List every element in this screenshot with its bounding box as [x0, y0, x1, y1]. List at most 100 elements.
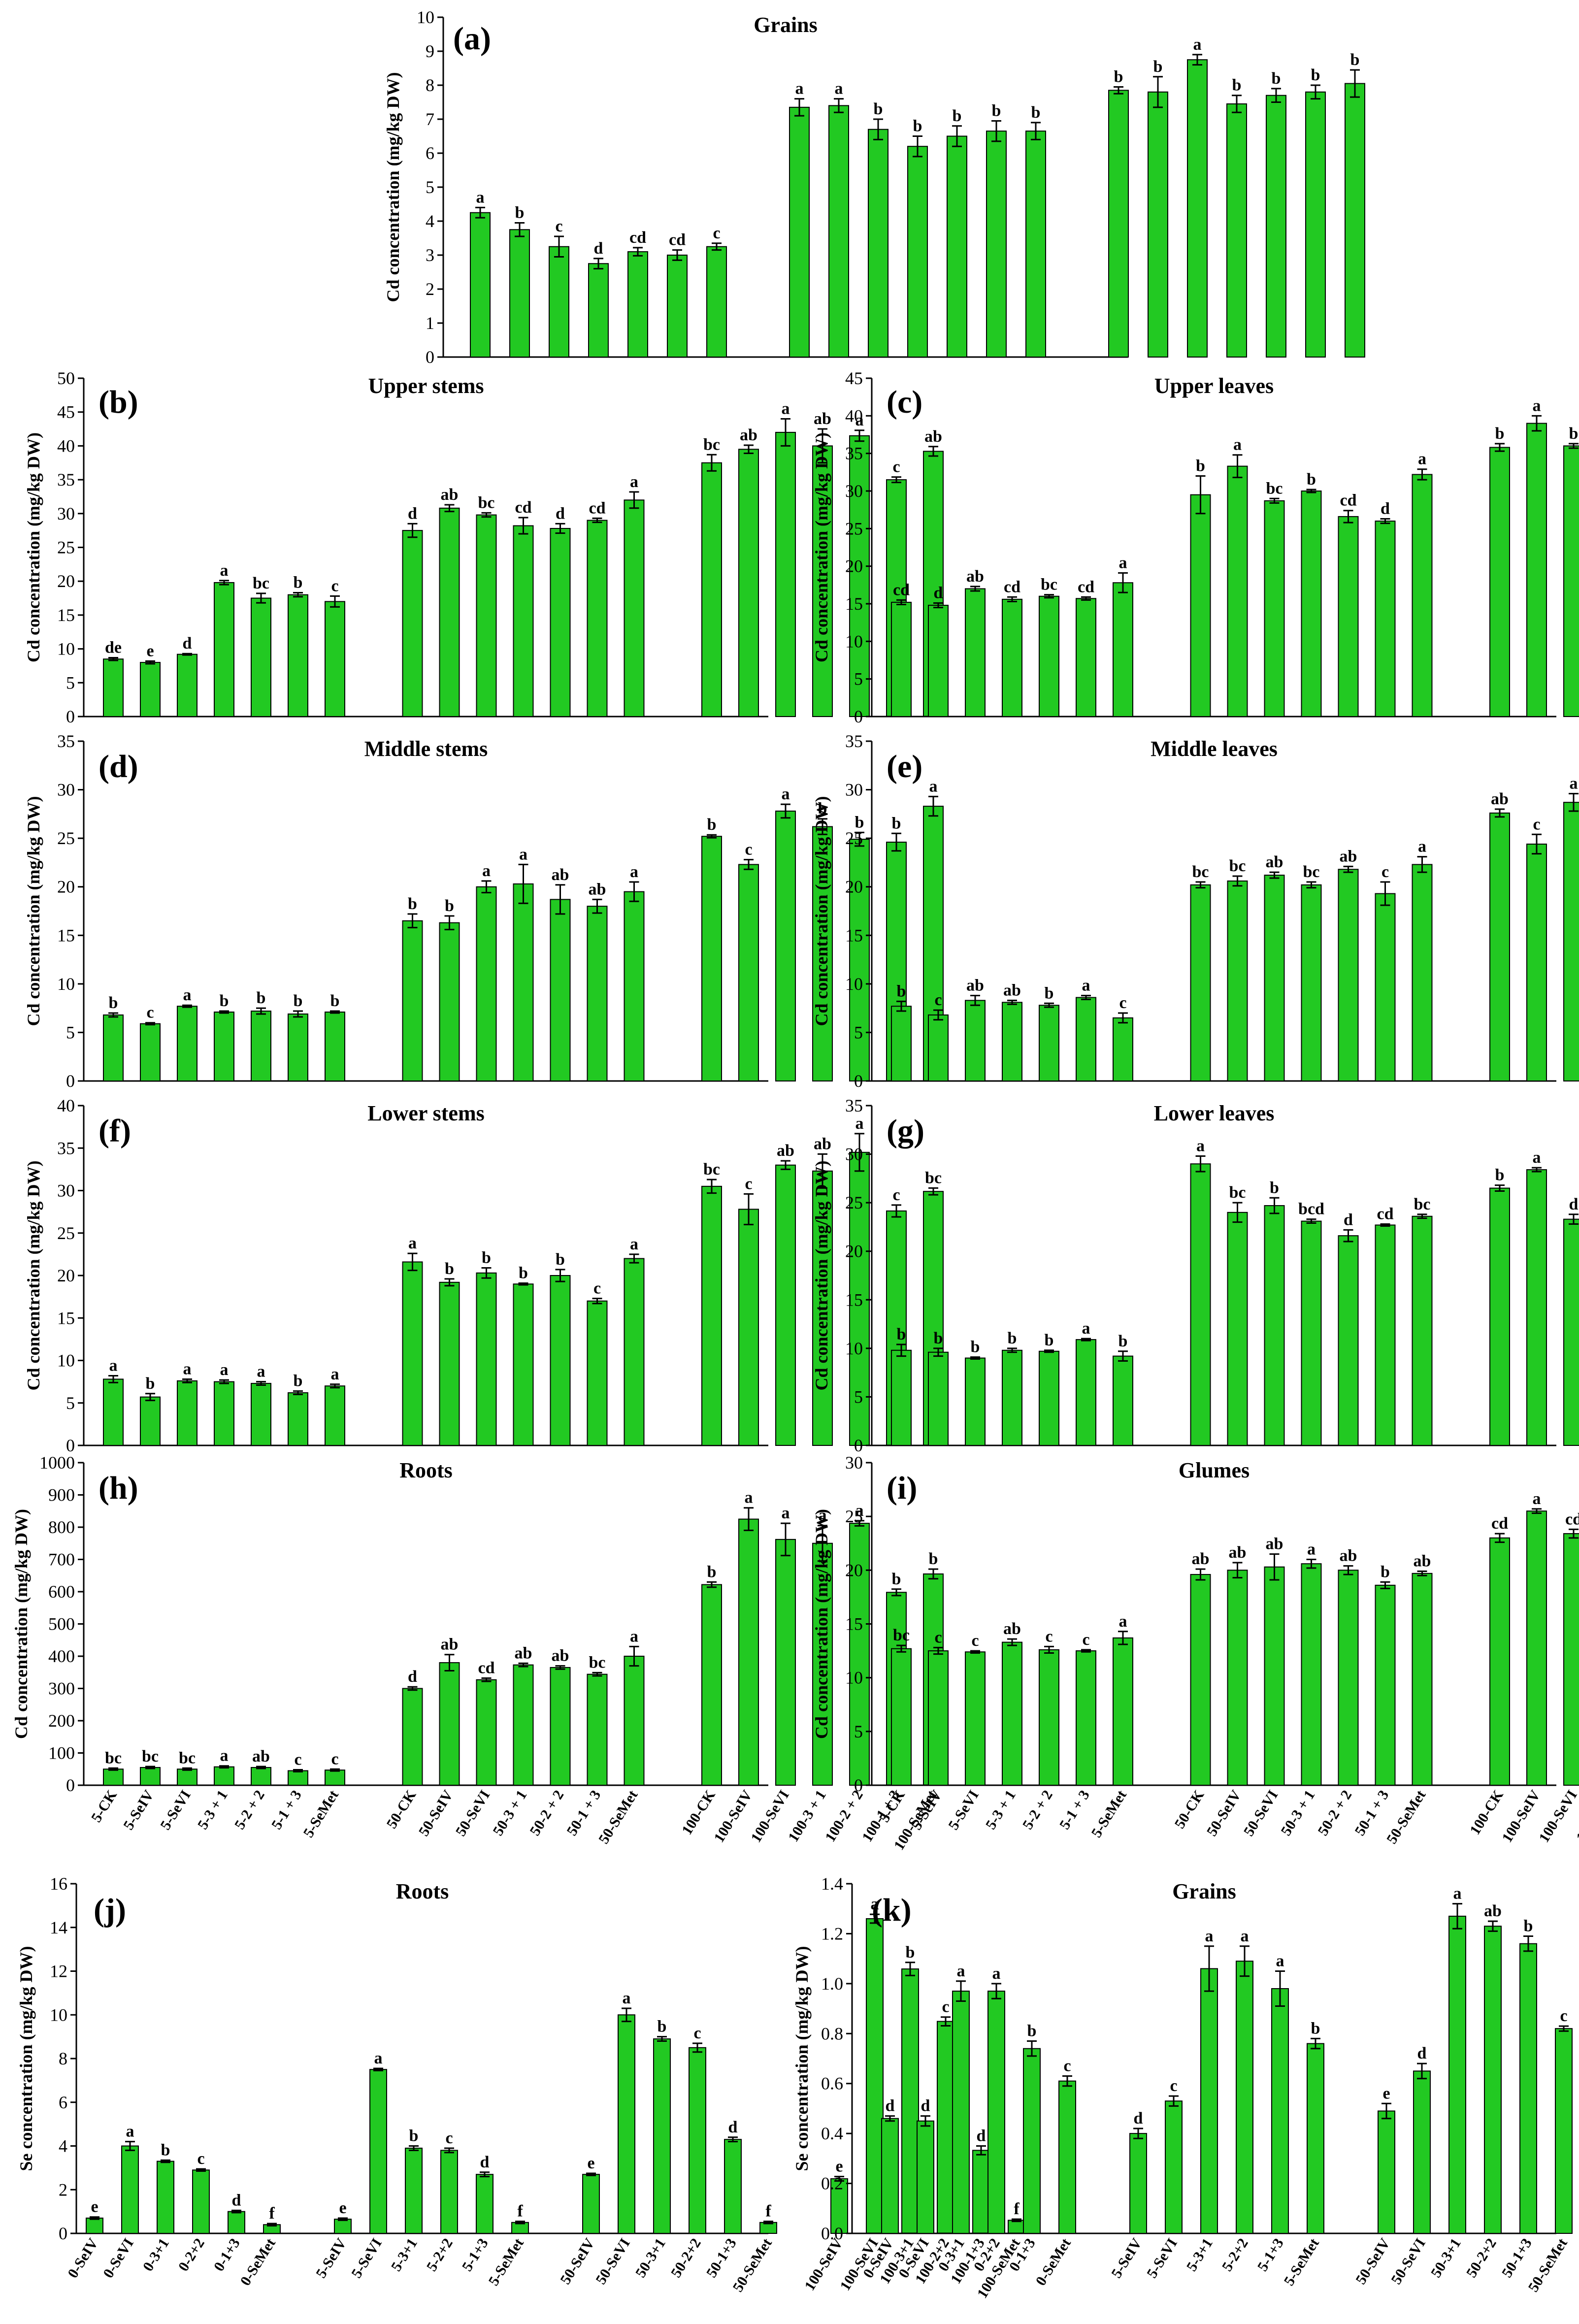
bar — [667, 255, 688, 358]
significance-letter: b — [855, 813, 864, 831]
significance-letter: a — [183, 1360, 192, 1378]
y-tick-label: 2 — [426, 279, 434, 299]
bar — [251, 1767, 271, 1786]
x-tick-label: 0-SeIV — [65, 2235, 101, 2281]
significance-letter: bc — [179, 1749, 196, 1767]
significance-letter: b — [482, 1248, 491, 1267]
bar — [550, 899, 571, 1082]
significance-letter: bc — [1229, 1183, 1246, 1202]
significance-letter: ab — [1003, 981, 1021, 999]
significance-letter: b — [409, 2127, 419, 2145]
significance-letter: d — [556, 504, 565, 523]
bar — [476, 1679, 497, 1786]
significance-letter: a — [1241, 1927, 1249, 1945]
y-tick-label: 15 — [57, 1308, 75, 1328]
significance-letter: c — [331, 1750, 338, 1768]
bar — [738, 1518, 759, 1786]
bar — [1076, 997, 1096, 1082]
significance-letter: bc — [1266, 479, 1283, 497]
bar — [1307, 2043, 1324, 2234]
y-tick-label: 8 — [426, 75, 434, 95]
significance-letter: d — [921, 2097, 930, 2115]
bar — [402, 530, 423, 718]
y-tick-label: 10 — [845, 1339, 863, 1358]
significance-letter: c — [1382, 863, 1389, 881]
significance-letter: b — [906, 1943, 915, 1962]
significance-letter: ab — [1192, 1550, 1210, 1568]
bar — [1002, 598, 1022, 717]
significance-letter: b — [1495, 1166, 1505, 1184]
y-tick-label: 9 — [426, 41, 434, 61]
significance-letter: b — [1008, 1329, 1017, 1347]
bar — [891, 601, 912, 717]
y-tick-label: 5 — [854, 669, 863, 689]
y-tick-label: 4 — [59, 2136, 67, 2156]
bar — [1227, 880, 1248, 1082]
chart-title: Upper stems — [368, 374, 484, 398]
significance-letter: ab — [1266, 853, 1283, 871]
significance-letter: d — [480, 2153, 490, 2171]
significance-letter: ab — [1340, 1547, 1357, 1565]
y-tick-label: 10 — [57, 974, 75, 994]
y-tick-label: 25 — [57, 828, 75, 848]
bar — [881, 2118, 899, 2234]
significance-letter: a — [795, 80, 804, 98]
y-axis-label: Se concentration (mg/kg DW) — [792, 1946, 812, 2171]
y-tick-label: 1.0 — [821, 1974, 843, 1994]
significance-letter: a — [630, 473, 638, 491]
significance-letter: a — [992, 1964, 1001, 1983]
bar — [965, 1357, 986, 1446]
bar — [965, 1000, 986, 1082]
bar — [405, 2147, 423, 2234]
y-tick-label: 35 — [57, 1138, 75, 1158]
significance-letter: a — [1082, 1319, 1090, 1338]
significance-letter: b — [707, 1563, 717, 1581]
y-tick-label: 40 — [57, 1096, 75, 1115]
bar — [582, 2174, 600, 2234]
significance-letter: bc — [703, 1160, 720, 1178]
bar — [1200, 1968, 1218, 2234]
significance-letter: f — [517, 2202, 523, 2221]
bar — [1039, 1005, 1059, 1081]
bar — [513, 525, 534, 717]
bar — [986, 131, 1007, 358]
significance-letter: a — [1119, 1612, 1127, 1631]
y-tick-label: 15 — [845, 1614, 863, 1634]
x-tick-label: 5-1+3 — [1254, 2235, 1287, 2274]
significance-letter: d — [1569, 1195, 1579, 1213]
significance-letter: b — [1270, 1178, 1279, 1197]
bar — [1076, 1339, 1096, 1446]
x-tick-label: 50-3 + 1 — [490, 1787, 530, 1838]
panel-label: (d) — [99, 749, 138, 785]
significance-letter: ab — [1484, 1902, 1502, 1920]
chart-title: Grains — [754, 13, 818, 37]
x-tick-label: 0-2+2 — [175, 2235, 208, 2274]
chart-title: Middle leaves — [1151, 737, 1278, 761]
bar — [1039, 595, 1059, 717]
y-tick-label: 14 — [50, 1918, 67, 1937]
x-tick-label: 5-SeVI — [1144, 2235, 1181, 2281]
significance-letter: ab — [552, 866, 569, 884]
bar — [1148, 91, 1168, 358]
bar — [177, 654, 197, 718]
y-tick-label: 15 — [57, 605, 75, 625]
significance-letter: bc — [1229, 857, 1246, 875]
y-tick-label: 20 — [845, 556, 863, 576]
significance-letter: de — [105, 638, 122, 656]
bar — [812, 1542, 833, 1786]
significance-letter: b — [929, 1550, 938, 1568]
significance-letter: a — [782, 1504, 790, 1522]
significance-letter: a — [623, 1989, 631, 2007]
significance-letter: d — [408, 1668, 417, 1686]
significance-letter: a — [630, 1627, 638, 1645]
y-tick-label: 20 — [845, 1560, 863, 1580]
y-tick-label: 30 — [845, 780, 863, 800]
x-tick-label: 50-3+1 — [1428, 2235, 1464, 2280]
significance-letter: cd — [629, 229, 646, 247]
y-tick-label: 0.8 — [821, 2024, 843, 2043]
significance-letter: b — [1311, 66, 1320, 84]
significance-letter: ab — [1003, 1620, 1021, 1638]
panel-label: (b) — [99, 384, 138, 420]
x-tick-label: 50-SeVI — [453, 1787, 493, 1839]
bar — [952, 1991, 970, 2234]
